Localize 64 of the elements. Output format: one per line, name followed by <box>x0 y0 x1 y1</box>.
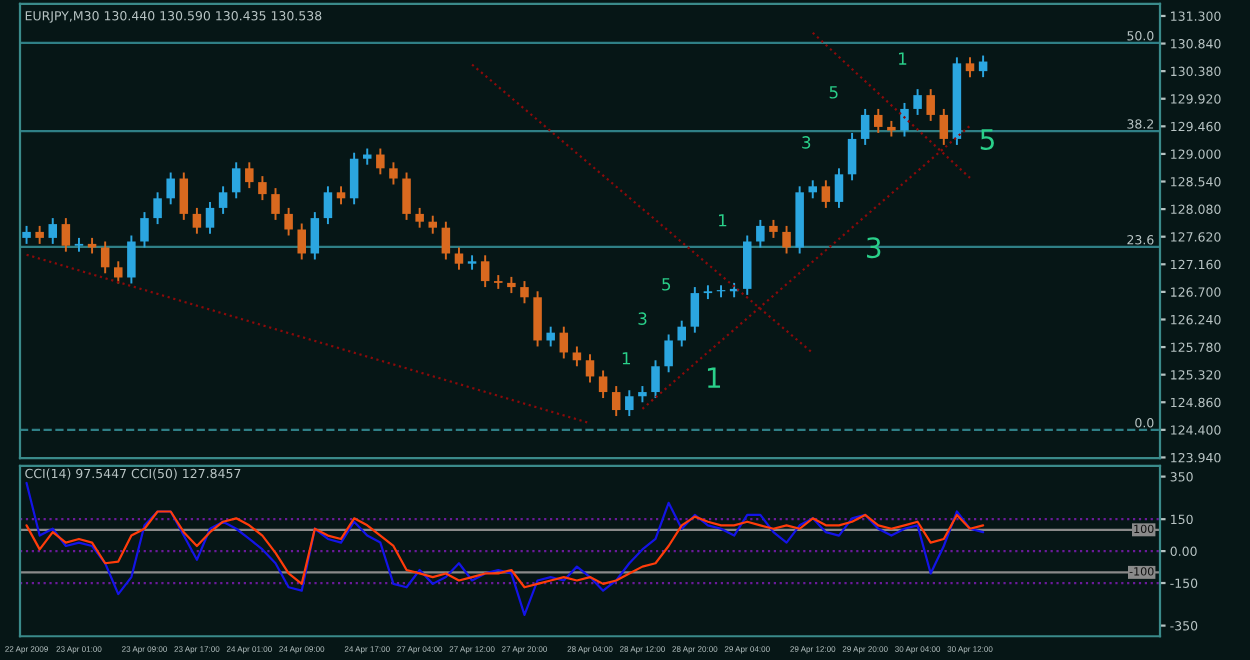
candlestick <box>860 107 870 146</box>
candlestick <box>258 175 267 202</box>
candlestick <box>611 385 621 418</box>
candlestick <box>245 161 254 190</box>
candlestick <box>480 254 490 289</box>
candlestick <box>533 290 542 348</box>
candlestick <box>939 107 949 146</box>
annotation: 1 <box>719 214 727 227</box>
candlestick <box>585 353 595 384</box>
annotation: 1 <box>899 52 907 65</box>
annotation: 3 <box>802 136 811 149</box>
annotation: 5 <box>980 129 994 150</box>
line-series <box>25 510 985 589</box>
candlestick <box>664 333 673 374</box>
line-series <box>25 481 985 617</box>
candlestick <box>179 171 189 221</box>
candlestick <box>913 88 922 116</box>
candlestick <box>821 179 831 209</box>
candlestick <box>297 222 306 261</box>
candlestick <box>965 56 975 79</box>
candlestick <box>559 325 569 360</box>
candlestick <box>782 224 791 255</box>
annotation: 5 <box>662 278 671 291</box>
candlestick <box>376 147 385 176</box>
candlestick <box>441 220 451 261</box>
candlestick <box>756 218 765 249</box>
candlestick <box>847 131 857 182</box>
candlestick <box>205 200 215 235</box>
candlestick <box>926 88 935 122</box>
candlestick <box>349 151 359 206</box>
candlestick <box>598 369 608 400</box>
annotation: 1 <box>707 367 721 388</box>
candlestick <box>546 325 555 348</box>
candlestick <box>271 187 280 221</box>
candlestick <box>218 185 228 215</box>
candlestick <box>166 171 175 206</box>
candlestick <box>323 185 333 226</box>
candlestick <box>310 211 320 261</box>
candlestick <box>140 211 149 249</box>
candlestick <box>61 217 71 253</box>
candlestick <box>572 345 582 368</box>
annotation: 5 <box>829 86 838 99</box>
annotation: 3 <box>638 312 647 325</box>
candlestick <box>415 206 424 229</box>
candlestick <box>153 191 162 226</box>
candlestick <box>389 161 398 186</box>
candlestick <box>677 319 686 348</box>
candlestick <box>48 217 58 245</box>
candlestick <box>127 234 136 285</box>
candlestick <box>690 286 700 334</box>
annotation: 1 <box>622 352 631 365</box>
candlestick <box>651 359 660 400</box>
candlestick <box>742 234 752 296</box>
candlestick <box>284 206 293 237</box>
candlestick <box>231 161 241 200</box>
candlestick <box>520 280 529 305</box>
candlestick <box>192 206 202 235</box>
candlestick <box>402 171 411 221</box>
candlestick <box>625 389 634 418</box>
candlestick <box>100 240 110 275</box>
candlestick <box>834 167 844 209</box>
candlestick <box>900 101 909 138</box>
candlestick <box>874 107 883 134</box>
candlestick <box>454 246 464 271</box>
